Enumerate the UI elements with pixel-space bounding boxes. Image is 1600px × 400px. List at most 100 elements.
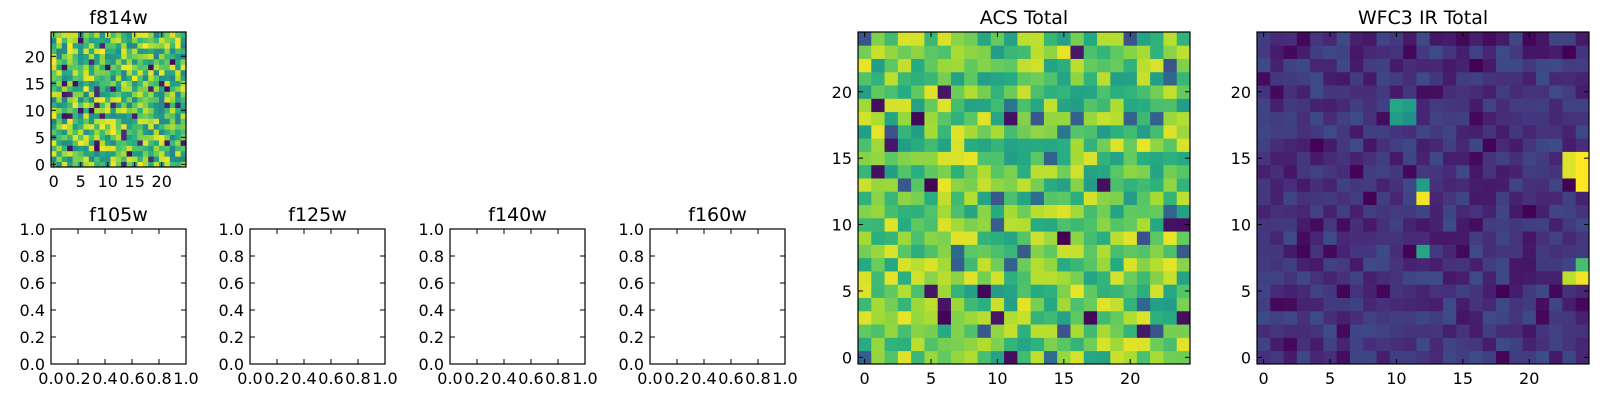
heatmap-cell (88, 53, 95, 60)
heatmap-cell (1270, 231, 1284, 245)
heatmap-cell (1482, 350, 1497, 365)
x-tick-label: 0.8 (745, 369, 770, 388)
heatmap-cell (1110, 138, 1124, 152)
heatmap-cell (175, 150, 181, 157)
heatmap-cell (137, 134, 144, 141)
heatmap-cell (1442, 350, 1457, 365)
heatmap-cell (61, 129, 68, 135)
heatmap-cell (950, 231, 965, 245)
heatmap-cell (1017, 244, 1032, 259)
heatmap-cell (148, 69, 154, 76)
heatmap-cell (1363, 257, 1377, 272)
heatmap-cell (1017, 111, 1032, 126)
heatmap-cell (1163, 71, 1178, 86)
heatmap-cell (937, 45, 952, 59)
heatmap-cell (977, 45, 992, 59)
heatmap-cell (1043, 257, 1058, 272)
heatmap-cell (1030, 151, 1045, 166)
heatmap-cell (1549, 324, 1563, 338)
heatmap-cell (159, 91, 165, 98)
heatmap-cell (72, 53, 79, 60)
heatmap-cell (126, 161, 133, 168)
heatmap-cell (121, 150, 127, 157)
heatmap-cell (1136, 85, 1151, 99)
heatmap-cell (1163, 45, 1178, 59)
heatmap-cell (937, 350, 952, 365)
heatmap-cell (990, 324, 1005, 338)
heatmap-cell (897, 350, 912, 365)
axes-frame (449, 228, 586, 365)
heatmap-cell (159, 75, 165, 81)
heatmap-cell (1442, 257, 1457, 272)
heatmap-cell (110, 150, 117, 157)
heatmap-cell (1296, 217, 1311, 232)
heatmap-cell (1123, 257, 1138, 272)
heatmap-cell (132, 96, 138, 103)
heatmap-cell (1283, 124, 1298, 139)
heatmap-cell (1403, 284, 1417, 298)
heatmap-cell (897, 231, 912, 245)
heatmap-cell (94, 123, 100, 130)
heatmap-cell (911, 257, 925, 272)
heatmap-cell (977, 124, 992, 139)
heatmap-cell (990, 178, 1005, 192)
heatmap-cell (897, 124, 912, 139)
heatmap-cell (1110, 178, 1124, 192)
heatmap-cell (1097, 231, 1111, 245)
heatmap-cell (1403, 337, 1417, 352)
heatmap-cell (1429, 244, 1444, 259)
heatmap-cell (937, 217, 952, 232)
heatmap-cells (51, 32, 187, 168)
heatmap-cell (1057, 204, 1071, 219)
heatmap-cell (911, 231, 925, 245)
heatmap-cell (126, 80, 133, 87)
heatmap-cell (1097, 58, 1111, 73)
heatmap-cell (67, 96, 73, 103)
heatmap-cell (115, 145, 122, 152)
x-tick-label: 10 (98, 172, 118, 191)
heatmap-cell (1123, 204, 1138, 219)
heatmap-cell (1403, 310, 1417, 325)
heatmap-cell (1456, 32, 1470, 46)
heatmap-cell (977, 297, 992, 312)
heatmap-cell (977, 204, 992, 219)
heatmap-cell (1323, 284, 1338, 298)
heatmap-cell (1349, 111, 1364, 126)
heatmap-cell (1257, 138, 1271, 152)
heatmap-cell (1562, 337, 1577, 352)
heatmap-cell (1017, 178, 1032, 192)
heatmap-cell (884, 284, 899, 298)
heatmap-cell (1310, 45, 1324, 59)
heatmap-cell (137, 145, 144, 152)
heatmap-cell (871, 138, 885, 152)
heatmap-cell (169, 107, 176, 114)
heatmap-cell (1043, 111, 1058, 126)
heatmap-cell (72, 134, 79, 141)
heatmap-cell (1496, 71, 1510, 86)
heatmap-cell (142, 107, 149, 114)
heatmap-cell (1070, 58, 1085, 73)
heatmap-cell (61, 96, 68, 103)
heatmap-cell (126, 91, 133, 98)
heatmap-cell (169, 161, 176, 168)
heatmap-cell (1176, 337, 1191, 352)
heatmap-cell (1429, 297, 1444, 312)
heatmap-cell (1004, 284, 1018, 298)
heatmap-cell (1469, 337, 1484, 352)
heatmap-cell (1336, 98, 1351, 113)
heatmap-cell (924, 45, 939, 59)
heatmap-cell (159, 113, 165, 119)
y-tick-label: 10 (1231, 216, 1251, 235)
heatmap-cell (1363, 231, 1377, 245)
heatmap-cell (871, 350, 885, 365)
heatmap-cell (169, 59, 176, 65)
heatmap-cell (1083, 297, 1098, 312)
x-tick-label: 20 (1120, 369, 1140, 388)
heatmap-cell (858, 71, 872, 86)
y-tick-label: 0.4 (219, 301, 244, 320)
heatmap-cell (94, 134, 100, 141)
heatmap-cell (72, 107, 79, 114)
heatmap-cell (871, 58, 885, 73)
heatmap-cell (1257, 297, 1271, 312)
